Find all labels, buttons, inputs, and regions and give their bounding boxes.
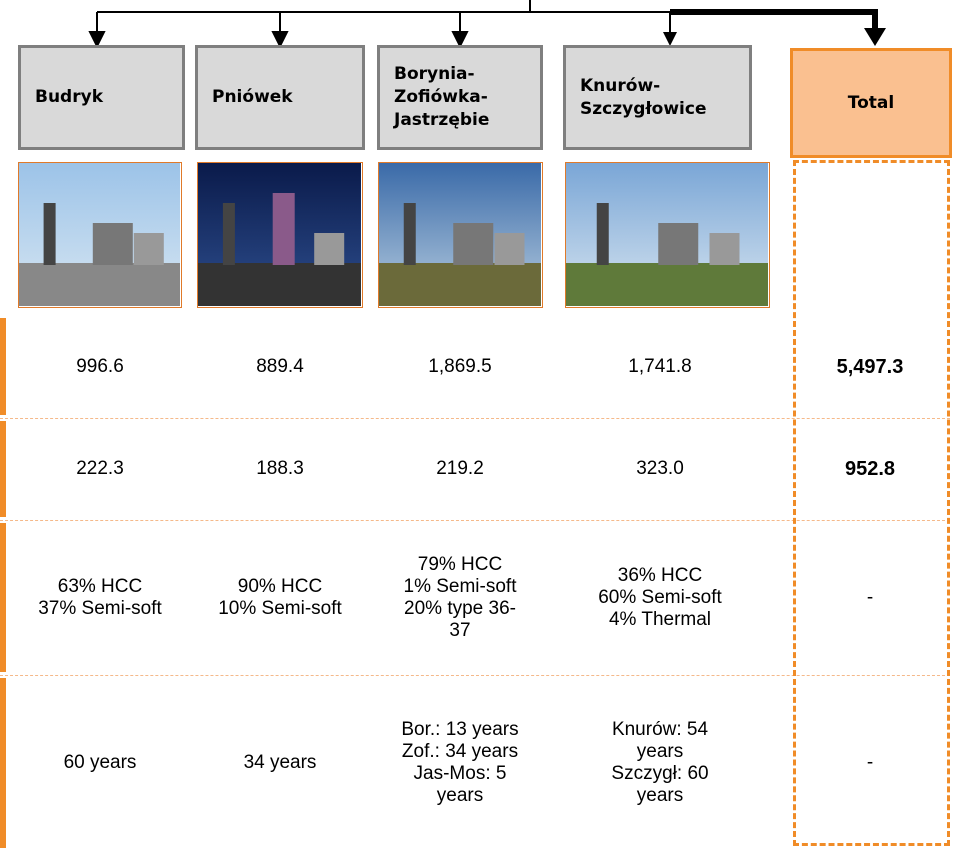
text-line: 79% HCC <box>418 554 502 576</box>
text-line: 37% Semi-soft <box>38 598 162 620</box>
text-line: 90% HCC <box>238 576 322 598</box>
text-line: Jastrzębie <box>394 109 540 132</box>
text-line: 323.0 <box>636 458 684 480</box>
text-line: Budryk <box>35 86 182 109</box>
photo-art <box>566 163 768 306</box>
photo-art <box>379 163 541 306</box>
mine-photo <box>197 162 363 308</box>
table-cell: 34 years <box>195 675 365 851</box>
text-line: Bor.: 13 years <box>401 719 518 741</box>
text-line: 10% Semi-soft <box>218 598 342 620</box>
header-cell: Total <box>790 48 952 158</box>
header-cell: Knurów-Szczygłowice <box>563 45 752 150</box>
total-column-frame <box>793 160 950 846</box>
table-cell: 1,741.8 <box>565 315 755 418</box>
header-cell: Pniówek <box>195 45 365 150</box>
text-line: 222.3 <box>76 458 124 480</box>
text-line: Szczygł: 60 <box>611 763 708 785</box>
row-marker <box>0 318 6 415</box>
text-line: 36% HCC <box>618 565 702 587</box>
text-line: Zofiówka- <box>394 86 540 109</box>
text-line: 889.4 <box>256 356 304 378</box>
text-line: 1,741.8 <box>628 356 691 378</box>
text-line: Szczygłowice <box>580 98 749 121</box>
table-cell: 996.6 <box>10 315 190 418</box>
text-line: Pniówek <box>212 86 362 109</box>
text-line: Knurów- <box>580 75 749 98</box>
text-line: 996.6 <box>76 356 124 378</box>
table-cell: 1,869.5 <box>375 315 545 418</box>
table-cell: 60 years <box>10 675 190 851</box>
text-line: Borynia- <box>394 63 540 86</box>
table-cell: 323.0 <box>565 418 755 520</box>
text-line: 37 <box>449 620 470 642</box>
header-cell: Budryk <box>18 45 185 150</box>
text-line: 4% Thermal <box>609 609 711 631</box>
text-line: 1% Semi-soft <box>404 576 517 598</box>
text-line: years <box>637 785 683 807</box>
header-cell: Borynia-Zofiówka-Jastrzębie <box>377 45 543 150</box>
mine-photo <box>18 162 182 308</box>
mine-photo <box>378 162 543 308</box>
row-marker <box>0 678 6 848</box>
text-line: 188.3 <box>256 458 304 480</box>
photo-art <box>198 163 361 306</box>
text-line: years <box>437 785 483 807</box>
text-line: 60 years <box>64 752 137 774</box>
text-line: Zof.: 34 years <box>402 741 518 763</box>
row-marker <box>0 523 6 672</box>
text-line: 63% HCC <box>58 576 142 598</box>
text-line: 34 years <box>244 752 317 774</box>
text-line: Total <box>848 92 894 115</box>
page: {"headers":[ {"lines":["Budryk"]}, {"lin… <box>0 0 962 851</box>
text-line: 20% type 36- <box>404 598 516 620</box>
text-line: 60% Semi-soft <box>598 587 722 609</box>
text-line: 219.2 <box>436 458 484 480</box>
table-cell: 222.3 <box>10 418 190 520</box>
text-line: Knurów: 54 <box>612 719 708 741</box>
row-marker <box>0 421 6 517</box>
text-line: 1,869.5 <box>428 356 491 378</box>
table-cell: 188.3 <box>195 418 365 520</box>
mine-photo <box>565 162 770 308</box>
photo-art <box>19 163 180 306</box>
text-line: years <box>637 741 683 763</box>
table-cell: 219.2 <box>375 418 545 520</box>
table-cell: 889.4 <box>195 315 365 418</box>
text-line: Jas-Mos: 5 <box>414 763 507 785</box>
